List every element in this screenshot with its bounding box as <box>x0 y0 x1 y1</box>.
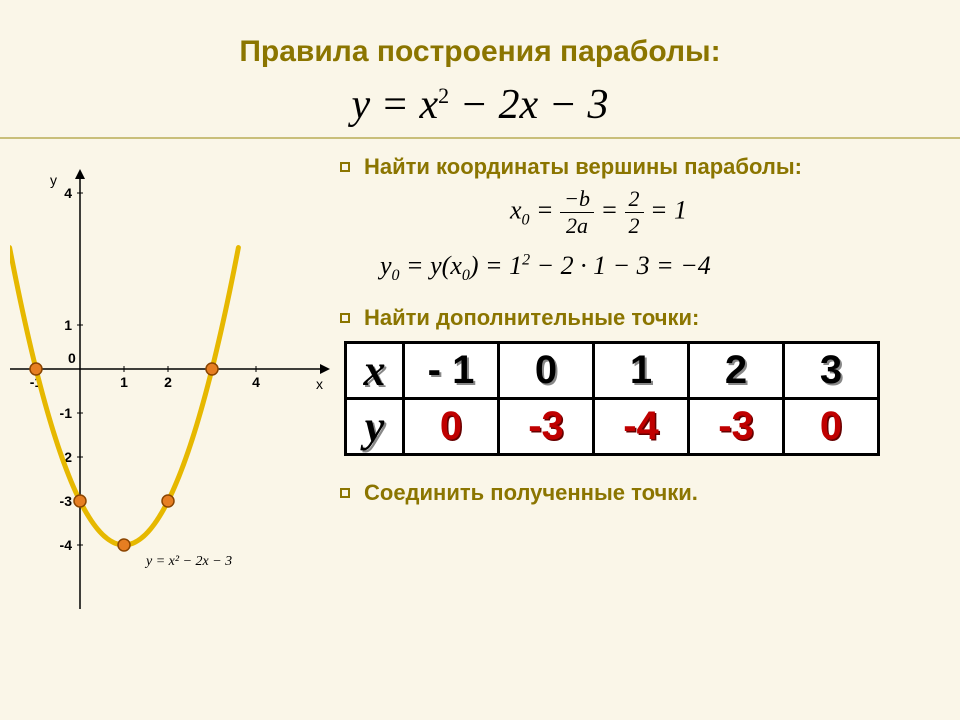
table-header-y: y <box>346 399 404 455</box>
step-3-text: Соединить полученные точки. <box>364 480 698 506</box>
formula-x0: x0 = −b2a = 22 = 1 <box>510 186 940 239</box>
steps-panel: Найти координаты вершины параболы: x0 = … <box>340 149 960 609</box>
bullet-icon <box>340 313 350 323</box>
svg-text:2: 2 <box>164 374 172 390</box>
main-equation: y = x2 − 2x − 3 <box>0 81 960 129</box>
table-cell-x: - 1 <box>404 343 499 399</box>
table-header-x: x <box>346 343 404 399</box>
svg-text:-3: -3 <box>60 493 73 509</box>
svg-text:4: 4 <box>64 185 72 201</box>
svg-text:1: 1 <box>120 374 128 390</box>
step-2: Найти дополнительные точки: <box>340 305 940 331</box>
page-title: Правила построения параболы: <box>0 0 960 69</box>
step-1-text: Найти координаты вершины параболы: <box>364 154 802 180</box>
table-cell-x: 3 <box>784 343 879 399</box>
table-cell-y: 0 <box>784 399 879 455</box>
step-3: Соединить полученные точки. <box>340 480 940 506</box>
svg-text:4: 4 <box>252 374 260 390</box>
step-1: Найти координаты вершины параболы: <box>340 154 940 180</box>
table-cell-y: -3 <box>689 399 784 455</box>
svg-text:-1: -1 <box>60 405 73 421</box>
graph-panel: -112441-1-2-3-40хуy = x² − 2x − 3 <box>0 149 340 609</box>
table-cell-y: 0 <box>404 399 499 455</box>
svg-text:1: 1 <box>64 317 72 333</box>
svg-text:у: у <box>50 172 57 188</box>
table-cell-y: -4 <box>594 399 689 455</box>
table-cell-x: 1 <box>594 343 689 399</box>
step-2-text: Найти дополнительные точки: <box>364 305 699 331</box>
table-cell-x: 0 <box>499 343 594 399</box>
svg-text:y = x² − 2x − 3: y = x² − 2x − 3 <box>144 554 232 569</box>
table-cell-y: -3 <box>499 399 594 455</box>
svg-text:-4: -4 <box>60 537 73 553</box>
points-table: x- 10123y0-3-4-30 <box>344 341 880 456</box>
svg-text:х: х <box>316 376 323 392</box>
svg-text:0: 0 <box>68 350 76 366</box>
table-cell-x: 2 <box>689 343 784 399</box>
bullet-icon <box>340 488 350 498</box>
bullet-icon <box>340 162 350 172</box>
content-row: -112441-1-2-3-40хуy = x² − 2x − 3 Найти … <box>0 139 960 609</box>
parabola-graph: -112441-1-2-3-40хуy = x² − 2x − 3 <box>10 169 330 609</box>
formula-y0: y0 = y(x0) = 12 − 2 · 1 − 3 = −4 <box>380 251 940 285</box>
